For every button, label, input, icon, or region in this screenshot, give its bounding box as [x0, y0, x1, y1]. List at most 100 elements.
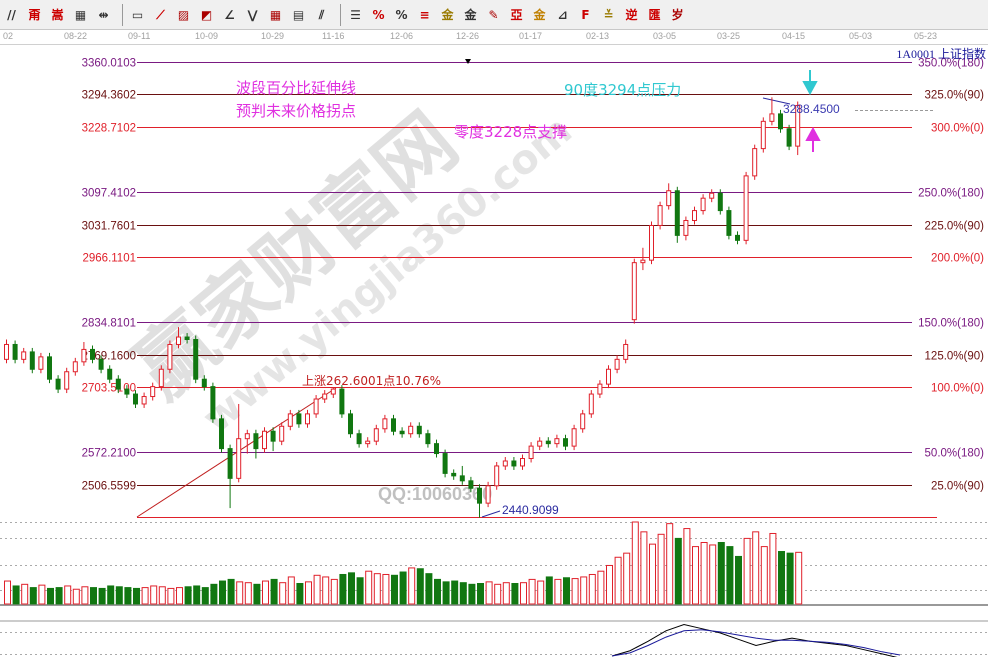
candle-body — [167, 343, 173, 370]
volume-bar — [38, 584, 46, 605]
volume-bar — [305, 581, 312, 605]
date-axis: 02 08-22 09-11 10-09 10-29 11-16 12-06 12-26 01-… — [0, 30, 988, 45]
volume-bar — [606, 564, 613, 605]
volume-bar — [313, 574, 321, 605]
volume-bar — [649, 543, 656, 605]
candle-body — [107, 368, 113, 380]
grid-123-icon[interactable]: ▦ — [74, 7, 87, 22]
candle-body — [55, 378, 61, 390]
level-price-label: 3097.4102 — [82, 188, 136, 200]
candle-body — [571, 428, 577, 447]
volume-bar — [373, 573, 381, 605]
percent-lines-icon[interactable]: ≡ — [419, 7, 430, 22]
date-tick: 10-29 — [261, 31, 285, 41]
candle-body — [640, 259, 646, 264]
candle-body — [305, 413, 310, 425]
volume-bar — [554, 578, 562, 605]
time-icon[interactable]: 匯 — [648, 7, 661, 22]
period2-icon[interactable]: 嵩 — [51, 7, 64, 22]
gold-lines-icon[interactable]: 金 — [464, 7, 477, 22]
candle-body — [158, 368, 164, 388]
candle-body — [29, 351, 35, 370]
volume-bar — [743, 537, 751, 605]
date-tick: 02-13 — [586, 31, 610, 41]
volume-bar — [657, 533, 665, 605]
date-tick: 05-03 — [849, 31, 873, 41]
candle-body — [778, 113, 783, 130]
volume-bar — [270, 578, 278, 605]
angle-icon[interactable]: ∠ — [224, 7, 235, 22]
date-tick: 11-16 — [322, 31, 345, 41]
candle-body — [262, 430, 267, 450]
volume-bar — [47, 587, 54, 605]
candle-body — [709, 192, 715, 199]
grid2-icon[interactable]: ▤ — [292, 7, 305, 22]
volume-bar — [348, 572, 355, 605]
percent-line-icon[interactable]: % — [372, 7, 385, 22]
candle-body — [253, 433, 259, 450]
candle-body — [760, 120, 766, 150]
candle-body — [442, 453, 448, 474]
volume-bar — [485, 581, 493, 605]
gold-circle-icon[interactable]: 金 — [441, 7, 454, 22]
line-tool-icon[interactable]: // — [7, 7, 16, 22]
chart-lines-icon[interactable]: 逆 — [625, 7, 638, 22]
candle-body — [296, 413, 302, 425]
candle-body — [47, 356, 52, 380]
volume-bar — [769, 532, 777, 605]
volume-bar — [12, 585, 20, 605]
volume-bar — [201, 587, 209, 605]
wave-icon[interactable]: ⋁ — [247, 7, 258, 22]
angle-lines-icon[interactable]: ⊿ — [557, 7, 568, 22]
pen-icon[interactable]: ✎ — [488, 7, 499, 22]
gann-box-icon[interactable]: ◩ — [200, 7, 213, 22]
volume-bar — [107, 585, 115, 605]
candle-body — [193, 339, 199, 380]
down-arrow-icon — [802, 70, 818, 96]
volume-bar — [391, 574, 398, 605]
candle-body — [4, 343, 9, 360]
gold-angle-icon[interactable]: ≚ — [603, 7, 614, 22]
candle-body — [520, 458, 525, 467]
candle-body — [485, 485, 491, 504]
fib-icon[interactable]: 亞 — [510, 7, 523, 22]
channel-icon[interactable]: ⫽ — [318, 7, 325, 22]
percent-icon[interactable]: % — [395, 7, 408, 22]
cross-lines-icon[interactable]: 岁 — [671, 7, 684, 22]
candle-body — [21, 351, 27, 360]
volume-bar — [451, 580, 459, 605]
rect-icon[interactable]: ▭ — [131, 7, 144, 22]
candle-body — [511, 460, 517, 467]
period-icon[interactable]: 甭 — [28, 7, 41, 22]
grid-icon[interactable]: ▦ — [269, 7, 282, 22]
volume-bar — [382, 573, 390, 605]
level-percent-label: 300.0%(0) — [931, 123, 984, 135]
candle-body — [313, 398, 319, 415]
volume-bar — [55, 587, 63, 605]
volume-bar — [356, 577, 364, 605]
volume-bar — [778, 551, 785, 605]
volume-bar — [115, 586, 123, 605]
candle-body — [279, 425, 285, 442]
box-fan-icon[interactable]: ▨ — [177, 7, 190, 22]
volume-bar — [408, 567, 416, 605]
candle-body — [373, 428, 379, 442]
fan-icon[interactable]: ⟋ — [156, 7, 165, 22]
width-icon[interactable]: ⇹ — [98, 7, 109, 22]
volume-bar — [614, 556, 622, 605]
volume-bar — [434, 578, 441, 605]
candle-body — [348, 413, 353, 435]
volume-bar — [459, 582, 467, 605]
gold-icon[interactable]: 金 — [533, 7, 546, 22]
volume-bar — [416, 568, 424, 605]
level-price-label: 3360.0103 — [82, 58, 136, 70]
volume-bar — [700, 542, 708, 605]
bars-icon[interactable]: ☰ — [350, 7, 361, 22]
candle-body — [563, 438, 568, 447]
candle-body — [408, 425, 414, 435]
volume-bar — [158, 586, 166, 605]
f-lines-icon[interactable]: F — [581, 7, 590, 22]
date-tick: 12-26 — [456, 31, 480, 41]
volume-bar — [244, 582, 252, 605]
